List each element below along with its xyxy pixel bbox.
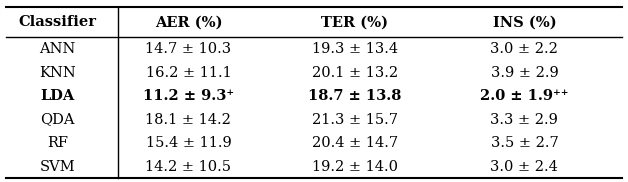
Text: TER (%): TER (%) [322,15,388,29]
Text: 3.5 ± 2.7: 3.5 ± 2.7 [490,136,558,150]
Text: 3.9 ± 2.9: 3.9 ± 2.9 [490,66,558,80]
Text: QDA: QDA [41,113,75,127]
Text: 20.4 ± 14.7: 20.4 ± 14.7 [311,136,398,150]
Text: AER (%): AER (%) [154,15,222,29]
Text: SVM: SVM [40,160,75,174]
Text: 20.1 ± 13.2: 20.1 ± 13.2 [311,66,398,80]
Text: 3.3 ± 2.9: 3.3 ± 2.9 [490,113,558,127]
Text: 11.2 ± 9.3⁺: 11.2 ± 9.3⁺ [143,89,234,103]
Text: INS (%): INS (%) [492,15,556,29]
Text: 14.2 ± 10.5: 14.2 ± 10.5 [146,160,231,174]
Text: Classifier: Classifier [19,15,97,29]
Text: LDA: LDA [41,89,75,103]
Text: 16.2 ± 11.1: 16.2 ± 11.1 [146,66,231,80]
Text: 21.3 ± 15.7: 21.3 ± 15.7 [312,113,398,127]
Text: KNN: KNN [40,66,76,80]
Text: 19.2 ± 14.0: 19.2 ± 14.0 [312,160,398,174]
Text: 3.0 ± 2.2: 3.0 ± 2.2 [490,42,558,56]
Text: 18.7 ± 13.8: 18.7 ± 13.8 [308,89,401,103]
Text: 3.0 ± 2.4: 3.0 ± 2.4 [490,160,558,174]
Text: ANN: ANN [40,42,76,56]
Text: RF: RF [47,136,68,150]
Text: 14.7 ± 10.3: 14.7 ± 10.3 [145,42,232,56]
Text: 18.1 ± 14.2: 18.1 ± 14.2 [146,113,231,127]
Text: 15.4 ± 11.9: 15.4 ± 11.9 [146,136,231,150]
Text: 19.3 ± 13.4: 19.3 ± 13.4 [311,42,398,56]
Text: 2.0 ± 1.9⁺⁺: 2.0 ± 1.9⁺⁺ [480,89,568,103]
